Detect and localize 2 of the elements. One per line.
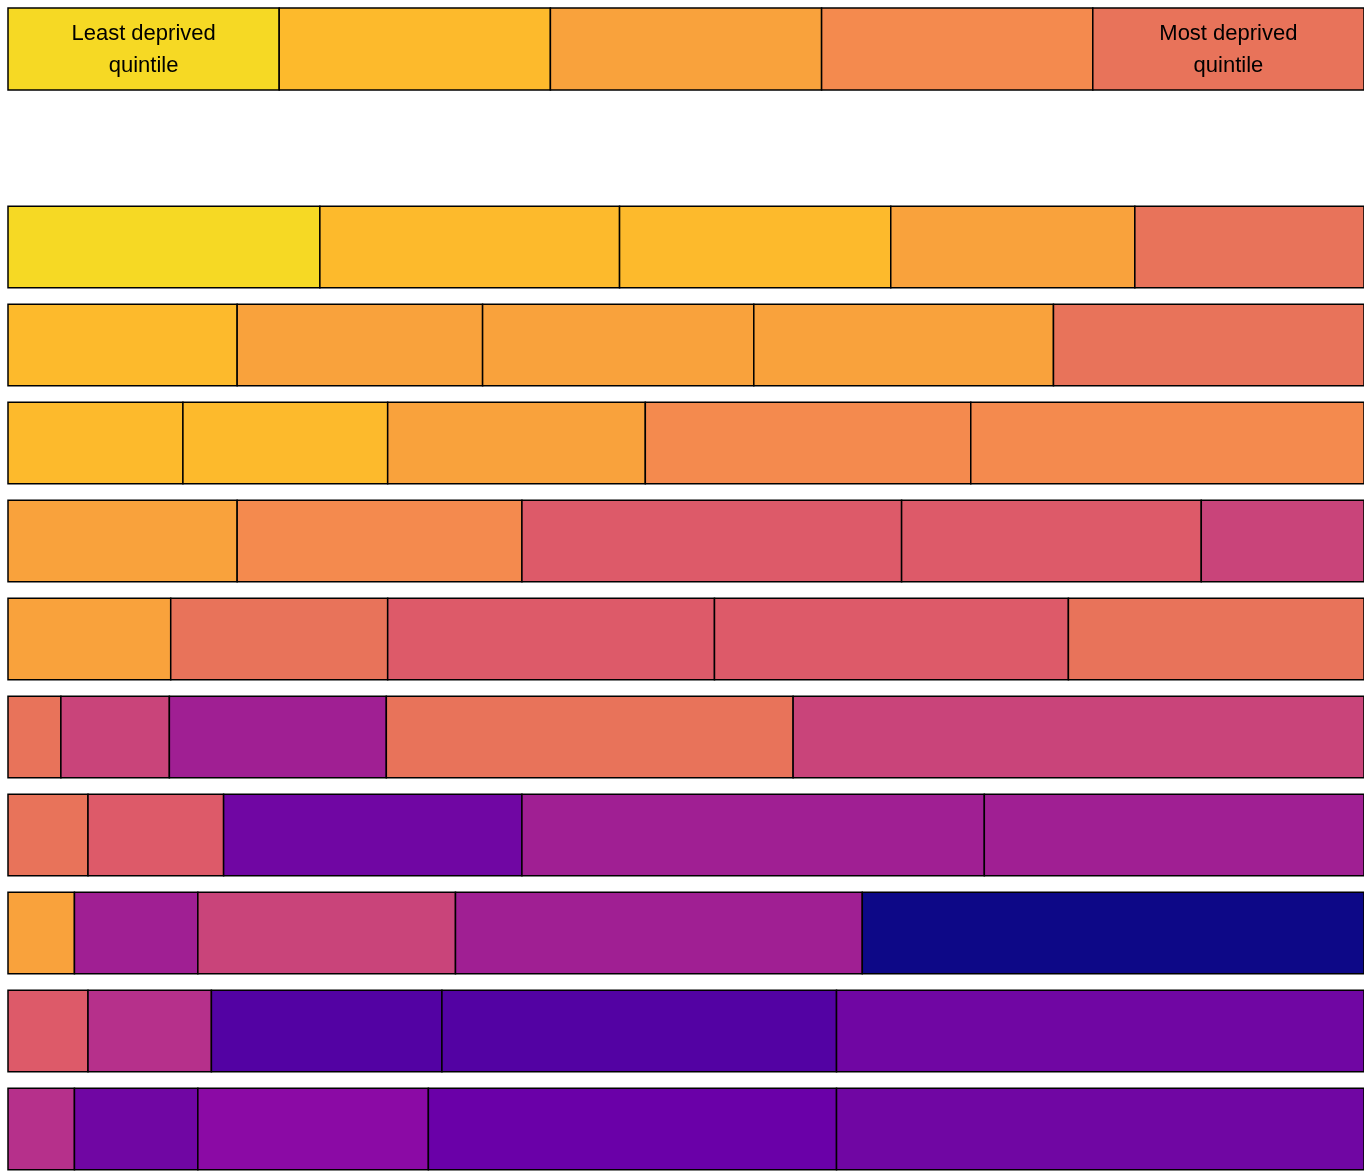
annotation: Most deprived quintile xyxy=(1159,20,1298,77)
annotation: Least deprived quintile xyxy=(71,20,216,77)
